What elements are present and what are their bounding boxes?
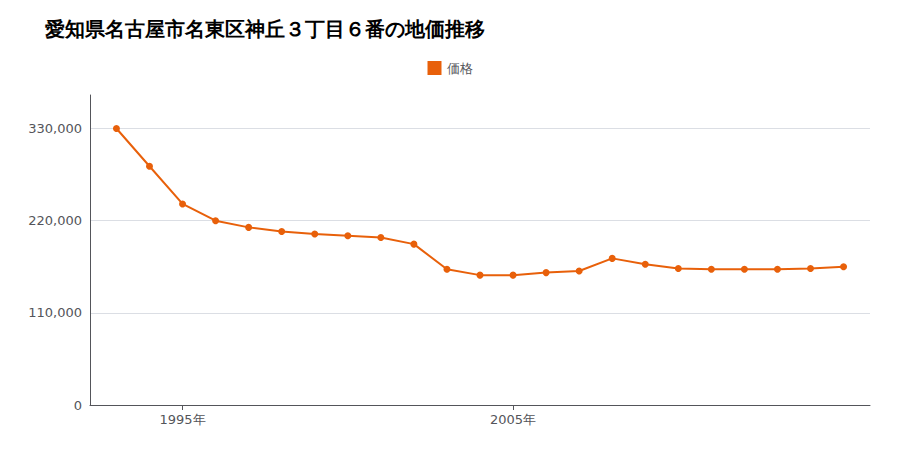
svg-text:220,000: 220,000 bbox=[28, 213, 82, 228]
svg-text:1995年: 1995年 bbox=[159, 412, 205, 427]
svg-text:110,000: 110,000 bbox=[28, 305, 82, 320]
svg-text:0: 0 bbox=[74, 398, 82, 413]
svg-text:330,000: 330,000 bbox=[28, 121, 82, 136]
svg-text:価格: 価格 bbox=[447, 61, 473, 76]
svg-text:2005年: 2005年 bbox=[490, 412, 536, 427]
svg-text:愛知県名古屋市名東区神丘３丁目６番の地価推移: 愛知県名古屋市名東区神丘３丁目６番の地価推移 bbox=[45, 17, 485, 41]
